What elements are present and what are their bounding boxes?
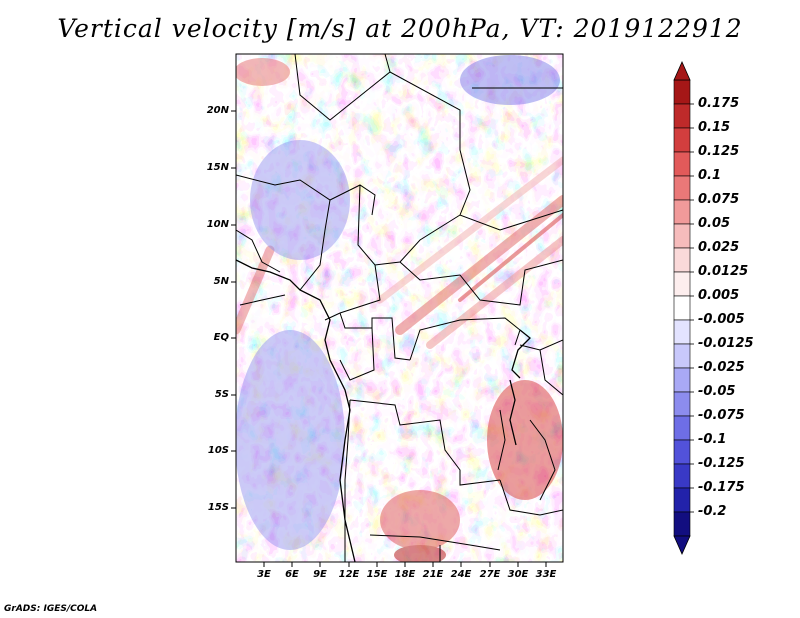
colorbar-label: 0.025: [698, 240, 740, 255]
lon-label: 18E: [394, 569, 416, 580]
lon-label: 30E: [507, 569, 529, 580]
map-frame: [235, 53, 564, 563]
colorbar-max-arrow: [673, 61, 691, 81]
colorbar-segment: [673, 367, 691, 393]
colorbar-label: -0.0125: [698, 336, 754, 351]
colorbar-segment: [673, 199, 691, 225]
colorbar-segment: [673, 271, 691, 297]
lon-label: 3E: [257, 569, 271, 580]
velocity-field: [236, 54, 563, 562]
colorbar-min-arrow: [673, 535, 691, 555]
colorbar-segment: [673, 463, 691, 489]
colorbar-label: -0.05: [698, 384, 736, 399]
colorbar-label: -0.2: [698, 504, 727, 519]
lon-label: 27E: [479, 569, 501, 580]
credit-text: GrADS: IGES/COLA: [4, 604, 98, 614]
colorbar-label: 0.15: [698, 120, 731, 135]
colorbar-label: -0.1: [698, 432, 727, 447]
lat-label: EQ: [213, 332, 229, 343]
colorbar-segment: [673, 79, 691, 105]
colorbar-label: -0.075: [698, 408, 745, 423]
colorbar-segment: [673, 487, 691, 513]
colorbar-label: 0.005: [698, 288, 740, 303]
lat-label: 20N: [206, 105, 229, 116]
chart-title: Vertical velocity [m/s] at 200hPa, VT: 2…: [57, 14, 743, 43]
colorbar-segment: [673, 415, 691, 441]
lon-label: 6E: [285, 569, 299, 580]
colorbar-segment: [673, 151, 691, 177]
colorbar-label: 0.0125: [698, 264, 749, 279]
colorbar-segment: [673, 103, 691, 129]
lat-label: 15S: [207, 502, 229, 513]
lon-label: 12E: [338, 569, 360, 580]
colorbar-segment: [673, 343, 691, 369]
colorbar-label: -0.025: [698, 360, 745, 375]
colorbar-label: -0.005: [698, 312, 745, 327]
colorbar-segment: [673, 511, 691, 537]
colorbar-segment: [673, 247, 691, 273]
colorbar-segment: [673, 439, 691, 465]
lon-label: 9E: [313, 569, 327, 580]
colorbar-segment: [673, 295, 691, 321]
colorbar-label: 0.075: [698, 192, 740, 207]
lat-label: 5S: [214, 389, 229, 400]
lat-label: 10S: [207, 445, 229, 456]
colorbar-label: -0.125: [698, 456, 745, 471]
lat-label: 15N: [206, 162, 229, 173]
lon-label: 24E: [450, 569, 472, 580]
colorbar-segment: [673, 223, 691, 249]
colorbar-label: 0.1: [698, 168, 722, 183]
colorbar-label: -0.175: [698, 480, 745, 495]
colorbar-segment: [673, 391, 691, 417]
colorbar-label: 0.05: [698, 216, 731, 231]
lon-label: 21E: [422, 569, 444, 580]
colorbar: [673, 61, 694, 555]
lon-label: 15E: [366, 569, 388, 580]
colorbar-segment: [673, 319, 691, 345]
coastline: [236, 259, 531, 562]
lat-ticks: [231, 110, 236, 509]
colorbar-segment: [673, 175, 691, 201]
lat-label: 10N: [206, 219, 229, 230]
colorbar-segment: [673, 127, 691, 153]
lon-ticks: [263, 562, 547, 567]
colorbar-label: 0.175: [698, 96, 740, 111]
colorbar-label: 0.125: [698, 144, 740, 159]
lat-label: 5N: [213, 276, 229, 287]
lon-label: 33E: [535, 569, 557, 580]
